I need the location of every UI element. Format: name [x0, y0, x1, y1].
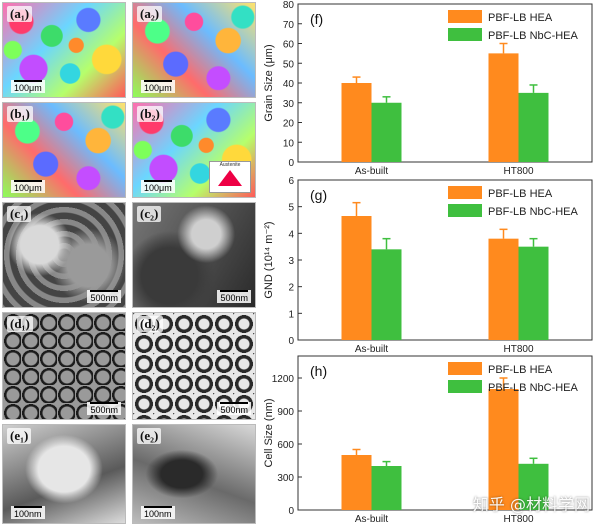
micrograph-c1: (c₁) 500nm — [2, 202, 126, 308]
ipf-triangle-icon — [218, 170, 242, 186]
y-tick-label: 50 — [283, 59, 295, 70]
bar — [518, 92, 549, 162]
x-tick-label: As-built — [355, 166, 389, 177]
scale-bar: 100nm — [141, 506, 175, 519]
legend-swatch — [448, 380, 482, 393]
y-tick-label: 80 — [283, 0, 295, 11]
bar — [371, 249, 402, 340]
legend-label: PBF-LB NbC-HEA — [488, 206, 579, 218]
scale-bar: 100μm — [11, 180, 45, 193]
scale-bar: 100nm — [11, 506, 45, 519]
legend-swatch — [448, 362, 482, 375]
legend-label: PBF-LB HEA — [488, 188, 553, 200]
bar — [341, 216, 372, 340]
legend-label: PBF-LB NbC-HEA — [488, 382, 579, 394]
y-tick-label: 60 — [283, 40, 295, 51]
scale-bar: 100μm — [141, 180, 175, 193]
scale-bar: 500nm — [87, 290, 121, 303]
bar — [488, 389, 519, 510]
y-tick-label: 3 — [288, 256, 294, 267]
bar — [518, 463, 549, 510]
panel-label: (e₁) — [7, 428, 32, 444]
y-tick-label: 20 — [283, 119, 295, 130]
micrograph-b1: (b₁) 100μm — [2, 102, 126, 198]
y-tick-label: 1 — [288, 309, 294, 320]
legend-swatch — [448, 204, 482, 217]
panel-label: (d₂) — [137, 316, 163, 332]
y-tick-label: 900 — [277, 407, 294, 418]
y-tick-label: 1200 — [272, 374, 295, 385]
x-tick-label: As-built — [355, 514, 389, 525]
y-tick-label: 4 — [288, 229, 294, 240]
bar — [518, 246, 549, 340]
legend-swatch — [448, 10, 482, 23]
legend-label: PBF-LB HEA — [488, 12, 553, 24]
chart-panel-label: (g) — [310, 187, 327, 203]
scale-bar: 100μm — [11, 80, 45, 93]
micrograph-d1: (d₁) 500nm — [2, 312, 126, 420]
ipf-legend: Austenite — [209, 161, 251, 193]
bar — [488, 53, 519, 162]
y-tick-label: 40 — [283, 79, 295, 90]
bar — [371, 466, 402, 510]
panel-label: (b₁) — [7, 106, 33, 122]
y-axis-label: Grain Size (μm) — [263, 44, 275, 121]
y-tick-label: 70 — [283, 20, 295, 31]
panel-label: (a₁) — [7, 6, 33, 22]
scale-bar: 100μm — [141, 80, 175, 93]
bar — [371, 102, 402, 162]
y-axis-label: Cell Size (nm) — [263, 398, 275, 467]
micrograph-c2: (c₂) 500nm — [132, 202, 256, 308]
y-axis-label: GND (10¹⁴ m⁻²) — [263, 221, 275, 298]
micrograph-a1: (a₁) 100μm — [2, 2, 126, 98]
panel-label: (d₁) — [7, 316, 33, 332]
scale-bar: 500nm — [87, 402, 121, 415]
micrograph-b2: (b₂) 100μm Austenite — [132, 102, 256, 198]
y-tick-label: 30 — [283, 99, 295, 110]
y-tick-label: 5 — [288, 203, 294, 214]
micrograph-a2: (a₂) 100μm — [132, 2, 256, 98]
x-tick-label: As-built — [355, 344, 389, 355]
y-tick-label: 2 — [288, 283, 294, 294]
panel-label: (a₂) — [137, 6, 163, 22]
x-tick-label: HT800 — [503, 514, 533, 525]
y-tick-label: 300 — [277, 473, 294, 484]
micrograph-e1: (e₁) 100nm — [2, 424, 126, 524]
legend-label: PBF-LB NbC-HEA — [488, 30, 579, 42]
legend-swatch — [448, 28, 482, 41]
panel-label: (b₂) — [137, 106, 163, 122]
bar — [488, 238, 519, 340]
bar — [341, 83, 372, 162]
x-tick-label: HT800 — [503, 166, 533, 177]
scale-bar: 500nm — [217, 290, 251, 303]
ipf-legend-title: Austenite — [219, 162, 241, 168]
x-tick-label: HT800 — [503, 344, 533, 355]
y-tick-label: 0 — [288, 506, 294, 517]
y-tick-label: 10 — [283, 138, 295, 149]
panel-label: (e₂) — [137, 428, 162, 444]
scale-bar: 500nm — [217, 402, 251, 415]
legend-swatch — [448, 186, 482, 199]
panel-label: (c₂) — [137, 206, 162, 222]
watermark: 知乎 @材料学网 — [472, 495, 590, 514]
micrograph-e2: (e₂) 100nm — [132, 424, 256, 524]
y-tick-label: 0 — [288, 336, 294, 347]
y-tick-label: 600 — [277, 440, 294, 451]
plot-frame — [297, 355, 593, 511]
panel-label: (c₁) — [7, 206, 32, 222]
micrograph-d2: (d₂) 500nm — [132, 312, 256, 420]
chart-panel-label: (h) — [310, 363, 327, 379]
y-tick-label: 0 — [288, 158, 294, 169]
legend-label: PBF-LB HEA — [488, 364, 553, 376]
bar — [341, 455, 372, 510]
y-tick-label: 6 — [288, 176, 294, 187]
chart-panel-label: (f) — [310, 11, 323, 27]
